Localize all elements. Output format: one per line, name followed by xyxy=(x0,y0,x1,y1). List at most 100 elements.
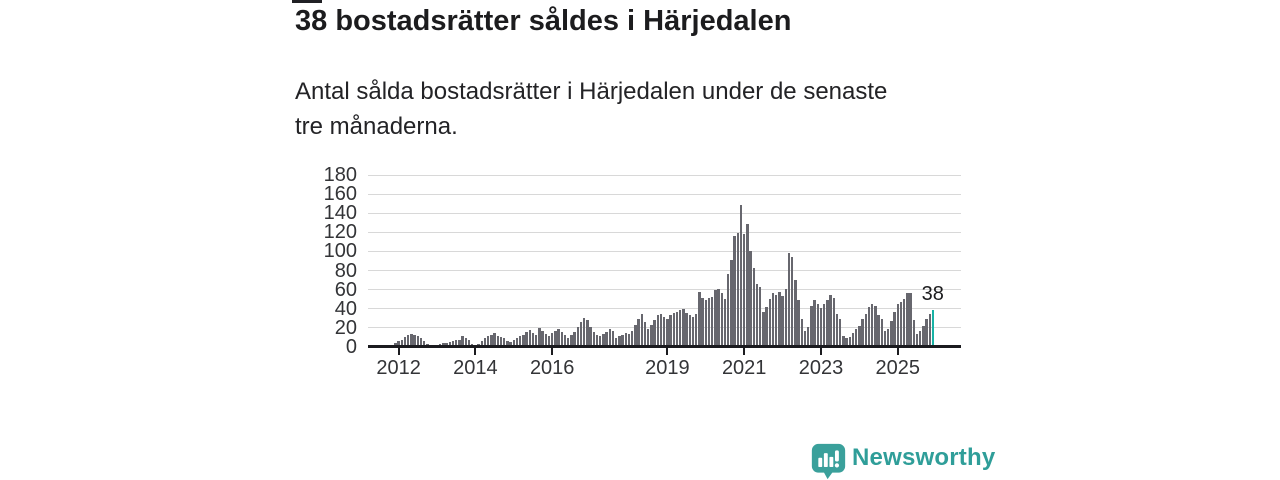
highlighted-bar xyxy=(931,309,935,346)
bar xyxy=(778,291,781,346)
bar xyxy=(768,299,771,346)
bar xyxy=(842,335,845,346)
bar xyxy=(631,330,634,346)
bar xyxy=(650,324,653,346)
bar xyxy=(839,319,842,346)
bar xyxy=(816,303,819,346)
bar xyxy=(397,341,400,346)
gridline-180 xyxy=(368,174,961,176)
bar xyxy=(663,317,666,346)
x-tick-2016 xyxy=(551,347,554,355)
y-tick-label-20: 20 xyxy=(334,316,357,339)
bar xyxy=(627,333,631,346)
bar xyxy=(579,322,583,346)
bar xyxy=(893,311,896,346)
bar xyxy=(727,274,730,346)
bar xyxy=(887,328,890,346)
bar xyxy=(851,332,855,346)
bar xyxy=(922,325,925,346)
bar xyxy=(608,328,611,346)
bar xyxy=(535,334,538,346)
bar xyxy=(467,340,471,346)
bar xyxy=(899,302,903,346)
bar xyxy=(407,334,410,346)
bar xyxy=(711,297,714,346)
bar xyxy=(480,341,483,346)
bar xyxy=(807,326,810,346)
bar xyxy=(707,298,711,346)
bar xyxy=(493,332,496,346)
bar xyxy=(455,340,458,346)
bar xyxy=(394,343,397,346)
y-tick-label-60: 60 xyxy=(334,278,357,301)
gridline-40 xyxy=(368,308,961,310)
bar xyxy=(685,312,688,346)
bar xyxy=(823,303,826,346)
bar xyxy=(643,322,647,346)
logo-text: Newsworthy xyxy=(852,444,996,471)
bar xyxy=(701,298,704,346)
x-tick-label-2019: 2019 xyxy=(645,357,690,379)
bar xyxy=(679,309,682,346)
gridline-160 xyxy=(368,193,961,195)
bar xyxy=(704,300,707,346)
y-tick-label-140: 140 xyxy=(323,202,357,225)
bar xyxy=(544,333,547,346)
bar xyxy=(925,319,928,346)
bar xyxy=(675,311,679,346)
bar xyxy=(547,335,551,346)
bar xyxy=(861,319,864,346)
bar xyxy=(451,341,455,346)
bar xyxy=(746,223,749,346)
bar xyxy=(557,328,560,346)
bar xyxy=(775,295,778,346)
bar xyxy=(490,334,493,346)
bar xyxy=(496,335,499,346)
bar xyxy=(826,300,829,346)
newsworthy-logo[interactable]: Newsworthy xyxy=(810,443,1070,480)
x-tick-label-2023: 2023 xyxy=(798,357,844,379)
bar xyxy=(803,330,807,346)
bar xyxy=(528,329,531,346)
bar xyxy=(615,338,618,346)
bar xyxy=(736,233,739,346)
bar xyxy=(759,286,762,346)
bar xyxy=(515,338,519,346)
bar xyxy=(845,338,848,346)
bar xyxy=(586,320,589,346)
bar xyxy=(919,330,922,346)
chart-title: 38 bostadsrätter såldes i Härjedalen xyxy=(295,5,792,37)
bar xyxy=(464,338,467,346)
y-tick-label-180: 180 xyxy=(323,164,357,186)
bar xyxy=(419,338,423,346)
cropped-top-artifact xyxy=(292,0,322,3)
bar xyxy=(813,300,816,346)
bar xyxy=(698,291,701,346)
bar xyxy=(928,313,931,346)
bar xyxy=(576,326,579,346)
bar xyxy=(810,305,813,346)
bar xyxy=(551,332,554,346)
bar xyxy=(858,325,861,346)
bar xyxy=(672,312,675,346)
bar xyxy=(739,204,743,346)
bar xyxy=(880,319,883,346)
bar xyxy=(871,303,874,346)
bar xyxy=(906,293,909,346)
x-tick-label-2014: 2014 xyxy=(453,357,498,379)
bar xyxy=(624,332,627,346)
bar xyxy=(541,330,544,346)
y-tick-label-100: 100 xyxy=(323,240,357,263)
bar xyxy=(730,260,733,346)
bar xyxy=(829,295,832,346)
bar xyxy=(512,340,515,346)
bar xyxy=(752,267,755,346)
y-tick-label-40: 40 xyxy=(334,297,357,320)
bar xyxy=(423,341,426,346)
bar xyxy=(765,306,768,346)
bar xyxy=(611,330,615,346)
gridline-60 xyxy=(368,289,961,291)
bar xyxy=(487,336,490,346)
bar xyxy=(519,336,522,346)
bar xyxy=(599,336,602,346)
